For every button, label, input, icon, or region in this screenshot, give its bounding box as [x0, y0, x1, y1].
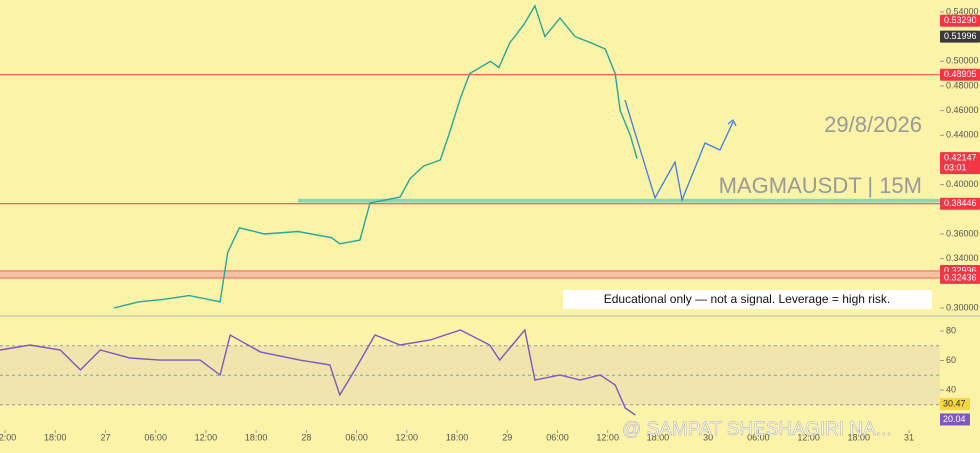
plot: 0.54000 0.50000 0.48000 0.46000 0.44000 0.400… [0, 4, 980, 442]
price-tag-label: 0.42147 [944, 153, 977, 163]
y-tick-label: 0.44000 [946, 130, 979, 140]
price-tag [940, 14, 980, 27]
price-tag-label: 0.48905 [944, 69, 977, 79]
value-tag [940, 398, 970, 411]
y-tick-label: 60 [946, 355, 956, 365]
y-tick-label: 0.30000 [946, 302, 979, 312]
price-tag-label: 0.32436 [944, 272, 977, 282]
x-tick-label: 31 [904, 432, 914, 442]
support-zone [298, 198, 940, 203]
price-tag-label: 0.53290 [944, 15, 977, 25]
x-tick-label: 18:00 [848, 432, 871, 442]
x-tick-label: 29 [502, 432, 512, 442]
y-tick-label: 0.46000 [946, 105, 979, 115]
x-tick-label: 27 [100, 432, 110, 442]
x-tick-label: 12:00 [195, 432, 218, 442]
resistance-band [0, 271, 940, 278]
x-tick-label: 30 [703, 432, 713, 442]
x-tick-label: 18:00 [446, 432, 469, 442]
price-tag [940, 152, 980, 175]
y-tick-label: 80 [946, 325, 956, 335]
y-tick-label: 0.34000 [946, 253, 979, 263]
disclaimer-box [563, 290, 932, 309]
x-tick-label: 18:00 [44, 432, 67, 442]
watermark: @ SAMPAT SHESHAGIRI NA... [622, 419, 892, 440]
series-line [113, 4, 638, 309]
price-tag [940, 271, 980, 284]
y-tick-label: 0.50000 [946, 56, 979, 66]
x-tick-label: 12:00 [396, 432, 419, 442]
y-tick-label: 0.54000 [946, 6, 979, 16]
price-tag-label: 0.51996 [944, 31, 977, 41]
value-tag-label: 30.47 [943, 398, 966, 408]
date-label: 29/8/2026 [824, 112, 922, 137]
price-tag-label: 0.38446 [944, 198, 977, 208]
price-tag-label: 0.32996 [944, 265, 977, 275]
x-tick-label: 12:00 [797, 432, 820, 442]
y-tick-label: 40 [946, 384, 956, 394]
x-tick-label: 06:00 [345, 432, 368, 442]
x-tick-label: 18:00 [245, 432, 268, 442]
x-tick-label: 06:00 [144, 432, 167, 442]
x-tick-label: 28 [301, 432, 311, 442]
price-tag [940, 30, 980, 43]
y-tick-label: 0.48000 [946, 80, 979, 90]
price-tag [940, 197, 980, 210]
x-tick-label: 18:00 [647, 432, 670, 442]
x-tick-label: 12:00 [0, 432, 16, 442]
projection-path [624, 99, 737, 203]
x-tick-label: 12:00 [596, 432, 619, 442]
x-tick-label: 06:00 [747, 432, 770, 442]
value-tag [940, 413, 970, 426]
price-tag [940, 68, 980, 81]
disclaimer: Educational only — not a signal. Leverag… [604, 292, 891, 306]
value-tag-label: 20.04 [943, 414, 966, 424]
y-tick-label: 0.36000 [946, 228, 979, 238]
countdown: 03:01 [944, 163, 967, 173]
x-tick-label: 06:00 [546, 432, 569, 442]
symbol-label: MAGMAUSDT | 15M [719, 173, 922, 198]
y-tick-label: 0.40000 [946, 179, 979, 189]
series-line [0, 328, 636, 416]
